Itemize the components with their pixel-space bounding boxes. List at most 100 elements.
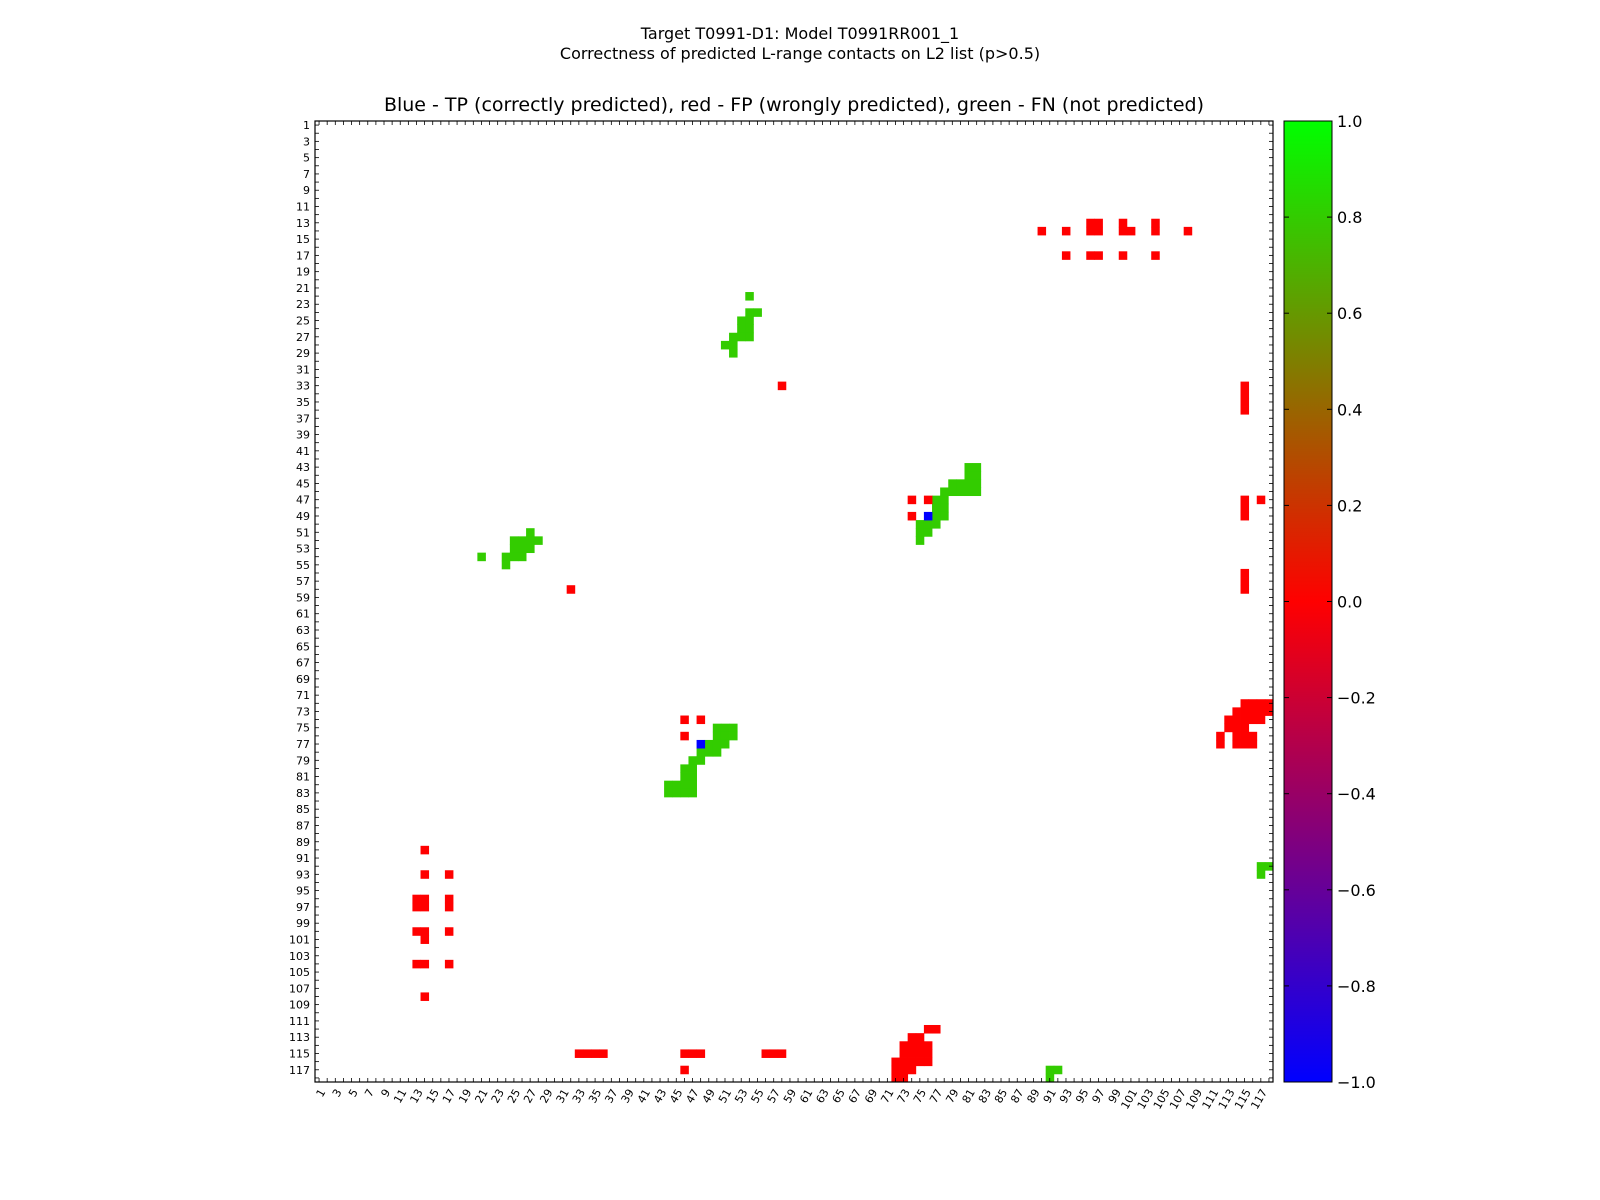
contact-cell-fp: [1232, 707, 1241, 716]
y-tick-label: 33: [296, 380, 310, 393]
contact-cell-fp: [923, 1049, 933, 1058]
y-tick-label: 5: [303, 152, 310, 165]
contact-cell-fp: [1240, 585, 1250, 594]
contact-cell-fp: [680, 715, 689, 725]
contact-cell-fp: [1232, 731, 1241, 741]
contact-cell-fp: [777, 381, 787, 391]
x-tick-label: 49: [700, 1087, 718, 1106]
contact-cell-fn: [972, 463, 982, 472]
contact-cell-fp: [412, 902, 421, 912]
x-tick-label: 69: [862, 1087, 880, 1106]
contact-cell-fn: [712, 739, 722, 749]
x-tick-label: 99: [1106, 1087, 1124, 1106]
x-tick-label: 95: [1073, 1087, 1091, 1106]
contact-cell-fn: [729, 349, 738, 358]
contact-cell-fp: [1118, 218, 1128, 228]
contact-cell-fn: [956, 487, 965, 497]
contact-cell-fp: [1240, 503, 1250, 513]
contact-cell-fp: [907, 1041, 917, 1050]
contact-cell-fp: [1248, 731, 1258, 741]
y-tick-label: 53: [296, 543, 310, 556]
y-tick-label: 103: [289, 950, 310, 963]
x-tick-label: 57: [765, 1087, 783, 1106]
y-tick-label: 13: [296, 217, 310, 230]
y-tick-label: 47: [296, 494, 310, 507]
y-tick-label: 95: [296, 885, 310, 898]
contact-cell-fn: [680, 764, 689, 773]
colorbar-tick-label: −0.4: [1337, 785, 1376, 804]
y-tick-label: 7: [303, 168, 310, 181]
y-tick-label: 63: [296, 624, 310, 637]
y-tick-label: 9: [303, 184, 310, 197]
x-tick-label: 21: [472, 1087, 490, 1106]
contact-cell-fn: [737, 324, 746, 334]
contact-cell-fp: [444, 870, 454, 879]
colorbar-tick-label: −0.8: [1337, 977, 1376, 996]
contact-cell-fp: [420, 870, 430, 879]
contact-cell-fn: [704, 739, 714, 749]
contact-cell-fn: [1053, 1065, 1063, 1075]
contact-cell-fp: [923, 1024, 933, 1034]
contact-cell-fp: [923, 1057, 933, 1067]
x-tick-label: 87: [1008, 1087, 1026, 1106]
plot-area-frame: [314, 120, 1274, 1083]
y-tick-label: 101: [289, 933, 310, 946]
contact-cell-fn: [526, 536, 535, 545]
y-tick-label: 49: [296, 510, 310, 523]
x-tick-label: 39: [619, 1087, 637, 1106]
contact-cell-tp: [696, 739, 706, 749]
y-tick-label: 45: [296, 477, 310, 490]
contact-cell-fn: [1256, 862, 1266, 871]
y-tick-label: 57: [296, 575, 310, 588]
y-tick-label: 1: [303, 119, 310, 132]
contact-cell-fn: [956, 479, 965, 488]
contact-cell-fn: [745, 316, 754, 325]
y-tick-label: 85: [296, 803, 310, 816]
colorbar: [1283, 120, 1333, 1083]
contact-cell-tp: [923, 511, 933, 521]
contact-cell-fp: [1256, 495, 1266, 505]
figure-title: Target T0991-D1: Model T0991RR001_1: [640, 24, 959, 44]
contact-cell-fp: [412, 894, 421, 904]
contact-cell-fn: [737, 332, 746, 342]
contact-cell-fp: [420, 959, 430, 969]
contact-cell-fp: [1240, 381, 1250, 391]
x-tick-label: 7: [362, 1087, 377, 1100]
y-tick-label: 37: [296, 412, 310, 425]
x-tick-label: 19: [456, 1087, 474, 1106]
colorbar-tick-label: −1.0: [1337, 1073, 1376, 1092]
y-tick-label: 89: [296, 836, 310, 849]
x-tick-label: 29: [537, 1087, 555, 1106]
contact-cell-fn: [745, 332, 754, 342]
contact-cell-fp: [420, 894, 430, 904]
contact-cell-fn: [932, 511, 941, 521]
y-tick-label: 51: [296, 526, 310, 539]
contact-cell-fp: [1248, 707, 1258, 716]
contact-cell-fn: [729, 340, 738, 350]
contact-cell-fn: [948, 479, 957, 488]
y-tick-label: 79: [296, 754, 310, 767]
contact-cell-fn: [940, 503, 949, 513]
x-tick-label: 27: [521, 1087, 539, 1106]
contact-cell-fp: [1094, 226, 1103, 236]
contact-cell-fn: [509, 536, 519, 545]
contact-cell-fp: [899, 1041, 909, 1050]
y-tick-label: 87: [296, 819, 310, 832]
contact-cell-fn: [972, 471, 982, 480]
contact-cell-fp: [1256, 715, 1266, 725]
contact-cell-fp: [591, 1049, 600, 1058]
contact-cell-fn: [745, 308, 754, 317]
y-tick-label: 97: [296, 901, 310, 914]
contact-cell-fn: [915, 520, 925, 529]
contact-cell-fn: [680, 772, 689, 782]
contact-cell-fn: [477, 552, 486, 562]
y-tick-label: 31: [296, 363, 310, 376]
contact-cell-fp: [1240, 495, 1250, 505]
contact-cell-fn: [729, 332, 738, 342]
contact-cell-fp: [1256, 699, 1266, 708]
contact-cell-fp: [582, 1049, 592, 1058]
y-tick-label: 81: [296, 771, 310, 784]
contact-cell-fp: [412, 959, 421, 969]
x-tick-label: 63: [813, 1087, 831, 1106]
contact-cell-fn: [664, 788, 673, 798]
